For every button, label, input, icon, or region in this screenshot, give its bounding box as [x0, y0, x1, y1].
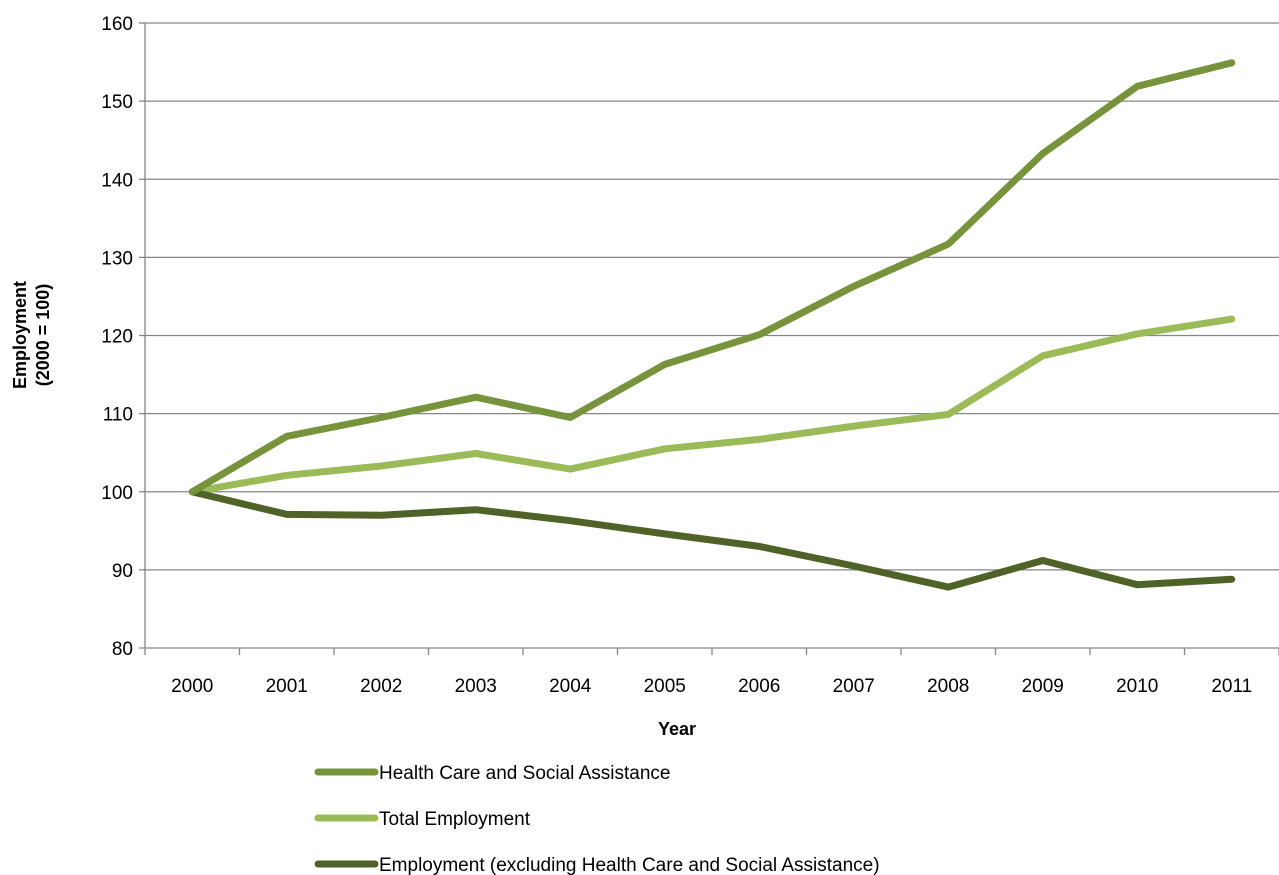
y-tick-label: 150 — [101, 92, 133, 113]
x-axis-title: Year — [658, 719, 696, 739]
x-tick-label: 2001 — [266, 676, 308, 697]
y-tick-labels: 80 90 100 110 120 130 140 150 160 — [101, 14, 145, 660]
x-tick-label: 2009 — [1022, 676, 1064, 697]
legend: Health Care and Social Assistance Total E… — [314, 763, 880, 875]
x-tick-label: 2010 — [1116, 676, 1158, 697]
y-tick-label: 160 — [101, 14, 133, 35]
x-tick-label: 2003 — [455, 676, 497, 697]
y-axis-title: Employment (2000 = 100) — [10, 281, 53, 389]
legend-item: Employment (excluding Health Care and So… — [314, 855, 880, 875]
gridlines — [145, 22, 1279, 571]
x-tick-labels: 2000 2001 2002 2003 2004 2005 2006 2007 2008 2009… — [144, 648, 1279, 697]
x-tick-label: 2008 — [927, 676, 969, 697]
legend-label: Employment (excluding Health Care and So… — [379, 855, 880, 875]
y-axis-title-line-2: (2000 = 100) — [33, 284, 53, 387]
y-tick-label: 80 — [112, 639, 133, 660]
series-line-1 — [188, 59, 1236, 496]
series-lines — [188, 59, 1236, 591]
y-tick-label: 90 — [112, 561, 133, 582]
x-tick-label: 2005 — [644, 676, 686, 697]
y-axis-title-line-1: Employment — [10, 281, 30, 389]
y-tick-label: 140 — [101, 170, 133, 191]
y-tick-label: 130 — [101, 248, 133, 269]
legend-label: Health Care and Social Assistance — [379, 763, 671, 784]
x-tick-label: 2006 — [738, 676, 780, 697]
y-tick-label: 110 — [103, 405, 133, 426]
x-tick-label: 2011 — [1211, 676, 1252, 697]
x-tick-label: 2000 — [171, 676, 213, 697]
legend-item: Total Employment — [314, 809, 531, 830]
x-tick-label: 2002 — [360, 676, 402, 697]
y-tick-label: 120 — [101, 327, 133, 348]
legend-label: Total Employment — [379, 809, 531, 830]
x-tick-label: 2004 — [549, 676, 592, 697]
y-tick-label: 100 — [101, 483, 133, 504]
series-line-2 — [188, 315, 1236, 496]
legend-item: Health Care and Social Assistance — [314, 763, 671, 784]
series-line-3 — [188, 488, 1236, 591]
x-tick-label: 2007 — [833, 676, 875, 697]
